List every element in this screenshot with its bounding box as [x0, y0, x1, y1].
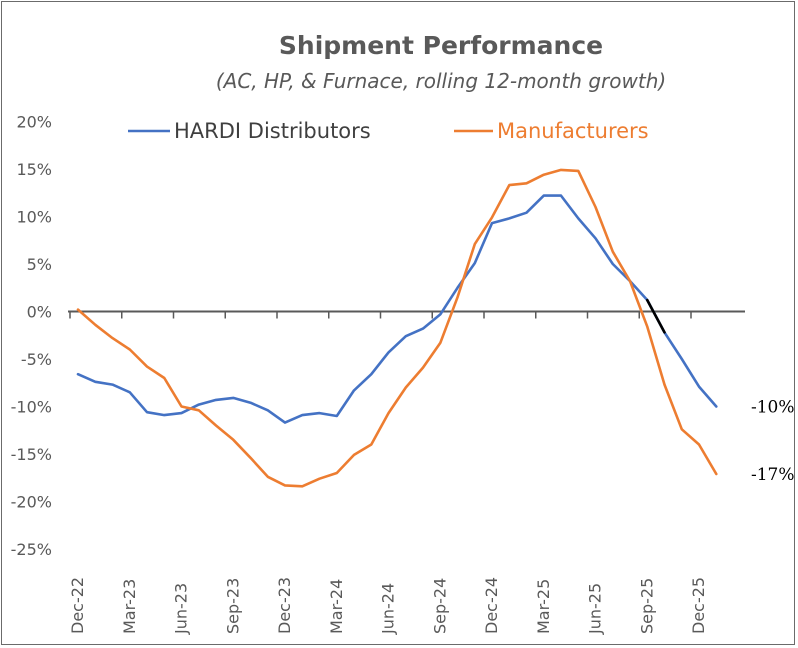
- y-tick-label: -15%: [11, 445, 52, 464]
- x-tick-label: Dec-23: [275, 577, 294, 634]
- plot-area: [76, 168, 718, 488]
- y-tick-label: -20%: [11, 493, 52, 512]
- chart-title: Shipment Performance: [279, 31, 603, 60]
- y-tick-label: 15%: [16, 160, 52, 179]
- y-tick-label: 5%: [27, 255, 52, 274]
- x-tick-label: Jun-25: [586, 583, 605, 635]
- x-axis: Dec-22 Mar-23 Jun-23 Sep-23 Dec-23 Mar-24 Jun-…: [68, 310, 745, 635]
- x-tick-label: Dec-25: [689, 577, 708, 634]
- y-tick-label: 10%: [16, 208, 52, 227]
- highlight-segment: [645, 298, 666, 334]
- legend: HARDI Distributors Manufacturers: [128, 119, 649, 143]
- y-tick-label: 0%: [27, 303, 52, 322]
- x-tick-label: Sep-25: [637, 578, 656, 634]
- series-line-manufacturers: [76, 168, 718, 488]
- x-tick-label: Jun-23: [172, 583, 191, 635]
- chart-subtitle: (AC, HP, & Furnace, rolling 12-month gro…: [216, 69, 666, 93]
- y-tick-label: -10%: [11, 398, 52, 417]
- x-tick-label: Jun-24: [379, 583, 398, 635]
- y-tick-label: 20%: [16, 113, 52, 132]
- x-tick-label: Mar-24: [327, 579, 346, 634]
- end-labels: -10% -17%: [751, 398, 795, 485]
- y-tick-label: -25%: [11, 540, 52, 559]
- x-tick-label: Mar-23: [120, 579, 139, 634]
- y-tick-label: -5%: [21, 350, 52, 369]
- x-tick-label: Sep-24: [430, 578, 449, 634]
- x-tick-label: Dec-24: [482, 577, 501, 634]
- legend-label-manufacturers: Manufacturers: [497, 119, 649, 143]
- end-label-hardi: -10%: [751, 398, 795, 418]
- x-tick-label: Sep-23: [223, 578, 242, 634]
- x-tick-label: Dec-22: [68, 577, 87, 634]
- series-line-hardi-distributors: [76, 194, 718, 424]
- end-label-manufacturers: -17%: [751, 465, 795, 485]
- legend-label-hardi: HARDI Distributors: [174, 119, 371, 143]
- x-tick-label: Mar-25: [534, 579, 553, 634]
- y-axis: 20% 15% 10% 5% 0% -5% -10% -15% -20% -25%: [11, 113, 52, 560]
